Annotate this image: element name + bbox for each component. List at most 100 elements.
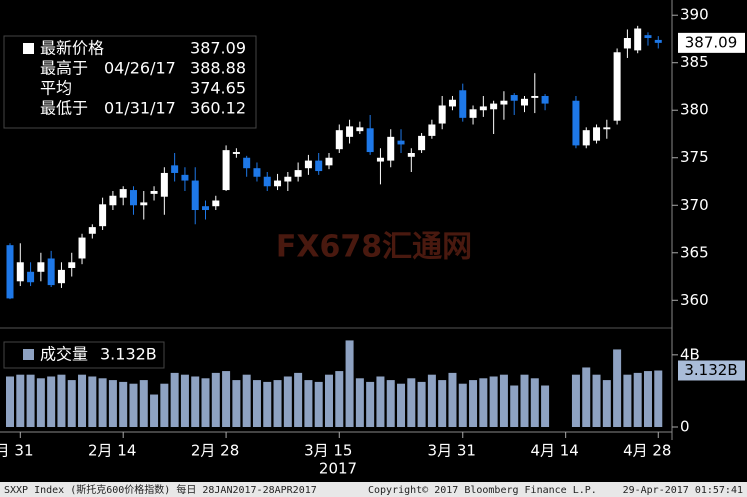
legend-icon — [23, 43, 34, 54]
candle-body — [109, 195, 117, 206]
volume-bar — [541, 385, 550, 427]
legend-value: 388.88 — [190, 59, 246, 78]
volume-bar — [489, 376, 498, 427]
x-tick-label: 4月 28 — [623, 442, 671, 460]
legend-value: 360.12 — [190, 99, 246, 118]
volume-bar — [592, 374, 601, 427]
y-tick-label: 370 — [680, 196, 709, 214]
watermark: FX678汇通网 — [276, 230, 472, 265]
volume-bar — [499, 374, 508, 427]
volume-bar — [119, 381, 128, 427]
candle-body — [191, 180, 199, 211]
x-tick-label: 3月 15 — [304, 442, 352, 460]
candle-body — [418, 135, 426, 151]
candle-body — [212, 200, 220, 207]
volume-bar — [633, 372, 642, 427]
volume-bar — [47, 376, 56, 427]
y-tick-label: 390 — [680, 6, 709, 24]
volume-bar — [16, 374, 25, 427]
candle-body — [325, 157, 333, 166]
volume-bar — [232, 380, 241, 427]
volume-bar — [469, 380, 478, 427]
candle-body — [68, 262, 76, 268]
volume-bar — [510, 385, 519, 427]
candle-body — [346, 126, 354, 137]
volume-bar — [602, 380, 611, 427]
volume-bar — [180, 374, 189, 427]
volume-bar — [427, 374, 436, 427]
volume-bar — [582, 367, 591, 427]
y-tick-label: 4B — [680, 345, 700, 363]
candle-body — [150, 191, 158, 194]
volume-bar — [479, 378, 488, 427]
candle-body — [448, 99, 456, 107]
last-volume-box — [678, 360, 745, 381]
y-tick-label: 385 — [680, 53, 709, 71]
candle-body — [284, 176, 292, 182]
volume-bar — [67, 380, 76, 427]
candle-body — [459, 90, 467, 118]
volume-bar — [643, 371, 652, 427]
volume-bar — [438, 380, 447, 427]
volume-bar — [345, 340, 354, 427]
candle-body — [490, 103, 498, 110]
volume-bar — [57, 374, 66, 427]
candle-body — [376, 157, 384, 162]
legend-box — [3, 35, 257, 129]
candle-body — [613, 52, 621, 121]
volume-bar — [36, 378, 45, 427]
legend-label: 最低于 — [40, 99, 88, 118]
volume-bar — [623, 374, 632, 427]
volume-bar — [355, 378, 364, 427]
volume-legend-icon — [23, 349, 34, 360]
candle-body — [541, 95, 549, 104]
candle-body — [171, 165, 179, 173]
candle-body — [78, 237, 86, 259]
volume-bar — [201, 378, 210, 427]
x-tick-label: 3月 31 — [428, 442, 476, 460]
candle-body — [47, 258, 55, 286]
volume-bar — [129, 383, 138, 427]
volume-bar — [458, 383, 467, 427]
candle-body — [294, 170, 302, 177]
candle-body — [603, 127, 611, 130]
y-tick-label: 380 — [680, 101, 709, 119]
candle-body — [202, 206, 210, 211]
volume-bar — [376, 376, 385, 427]
volume-bar — [211, 372, 220, 427]
volume-bar — [294, 372, 303, 427]
candle-body — [274, 180, 282, 187]
candle-body — [253, 168, 261, 177]
volume-bar — [530, 378, 539, 427]
candle-body — [315, 160, 323, 172]
footer-right: 29-Apr-2017 01:57:41 — [623, 485, 743, 496]
legend-date: 01/31/17 — [104, 99, 176, 118]
volume-bar — [304, 380, 313, 427]
candle-body — [6, 245, 14, 299]
volume-bar — [88, 376, 97, 427]
last-price-label: 387.09 — [685, 33, 738, 51]
volume-bar — [613, 349, 622, 427]
candle-body — [387, 136, 395, 161]
candle-body — [243, 157, 251, 169]
volume-bar — [366, 381, 375, 427]
volume-bar — [6, 376, 14, 427]
candle-body — [582, 130, 590, 146]
x-tick-label: 2月 28 — [191, 442, 239, 460]
candle-body — [654, 39, 662, 43]
candle-body — [57, 269, 65, 284]
y-tick-label: 365 — [680, 243, 709, 261]
volume-bar — [78, 374, 87, 427]
x-tick-label: 4月 14 — [530, 442, 578, 460]
volume-bar — [242, 374, 251, 427]
candle-body — [469, 109, 477, 118]
volume-bar — [283, 376, 292, 427]
x-tick-label: 1月 31 — [0, 442, 33, 460]
volume-bar — [170, 372, 179, 427]
candle-body — [37, 262, 45, 272]
volume-bar — [150, 394, 159, 427]
footer-left: SXXP Index (斯托克600价格指数) 每日 28JAN2017-28A… — [4, 483, 317, 496]
legend-label: 最新价格 — [40, 39, 104, 58]
candle-body — [119, 189, 127, 198]
